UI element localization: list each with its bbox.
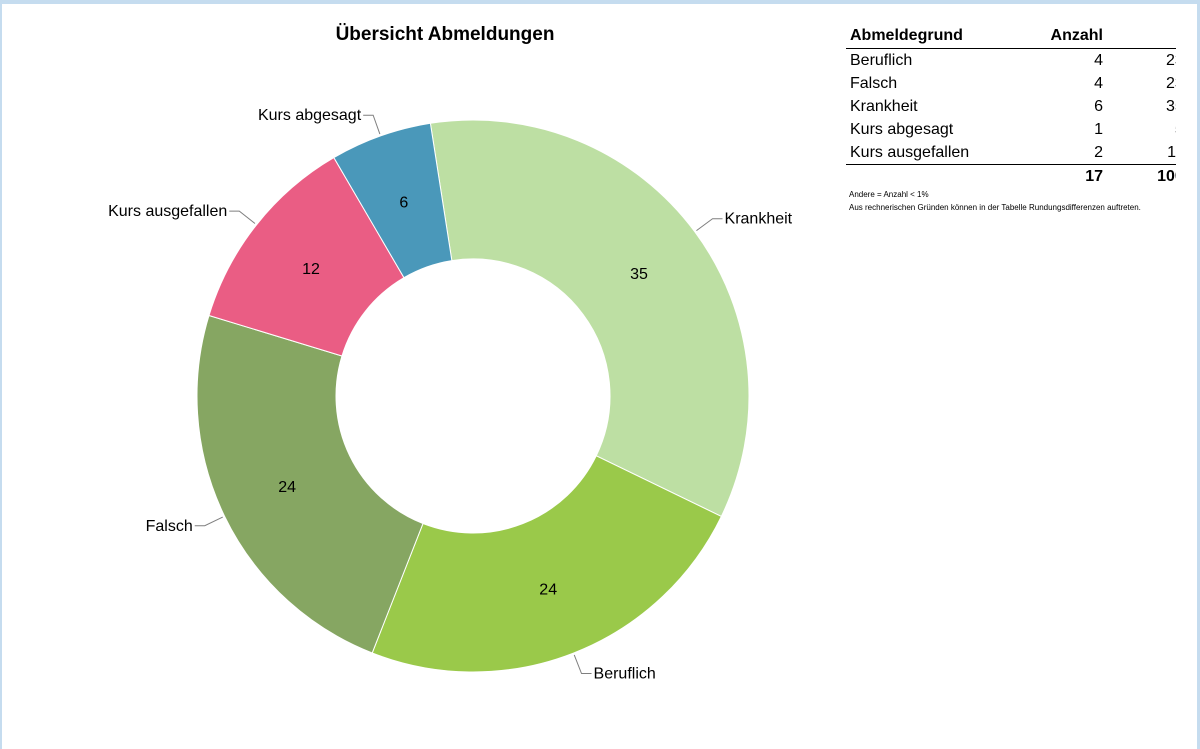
value-label-falsch: 24 <box>278 479 296 496</box>
slice-falsch <box>196 314 424 654</box>
total-percent: 100,00 <box>1107 164 1176 188</box>
row-percent: 23,53 <box>1165 51 1176 69</box>
row-percent: 23,53 <box>1165 74 1176 92</box>
row-count: 4 <box>1094 51 1103 69</box>
table-header-row: Abmeldegrund Anzahl % <box>846 24 1176 49</box>
leader-line-beruflich <box>573 654 592 675</box>
note-other: Andere = Anzahl < 1% <box>849 190 929 199</box>
table-row: Krankheit 6 35,29 <box>846 95 1176 118</box>
slice-krankheit <box>429 119 750 518</box>
chart-title: Übersicht Abmeldungen <box>335 24 555 45</box>
total-count: 17 <box>1039 164 1107 188</box>
value-label-kurs-abgesagt: 6 <box>399 194 408 211</box>
donut-chart: 35 Krankheit 24 Beruflich 24 Falsch 12 Kurs aus… <box>108 107 793 683</box>
row-count: 2 <box>1094 143 1103 161</box>
table-row: Falsch 4 23,53 <box>846 72 1176 95</box>
slice-beruflich <box>371 455 723 673</box>
table-row: Beruflich 4 23,53 <box>846 49 1176 73</box>
row-reason: Beruflich <box>850 51 913 69</box>
category-label-krankheit: Krankheit <box>725 211 793 228</box>
category-label-falsch: Falsch <box>146 518 193 535</box>
category-label-kurs-abgesagt: Kurs abgesagt <box>258 107 362 124</box>
value-label-krankheit: 35 <box>630 266 648 283</box>
row-percent: 11,76 <box>1167 143 1176 161</box>
row-reason: Falsch <box>850 74 898 92</box>
total-label-cell <box>846 164 1039 188</box>
header-count: Anzahl <box>1039 24 1107 49</box>
header-reason: Abmeldegrund <box>846 24 1039 49</box>
row-count: 1 <box>1094 120 1103 138</box>
leader-line-kurs-abgesagt <box>363 114 381 135</box>
category-label-kurs-ausgefallen: Kurs ausgefallen <box>108 203 227 220</box>
value-label-kurs-ausgefallen: 12 <box>302 261 320 278</box>
table-row: Kurs abgesagt 1 5,88 <box>846 118 1176 141</box>
row-reason: Kurs ausgefallen <box>850 143 970 161</box>
leader-line-falsch <box>194 516 223 527</box>
leader-line-krankheit <box>696 218 723 232</box>
table-row: Kurs ausgefallen 2 11,76 <box>846 141 1176 165</box>
row-percent: 5,88 <box>1107 118 1176 141</box>
value-label-beruflich: 24 <box>539 581 557 598</box>
table-total-row: 17 100,00 <box>846 164 1176 188</box>
table-notes: Andere = Anzahl < 1% Aus rechnerischen G… <box>849 188 1141 214</box>
row-percent: 35,29 <box>1165 97 1176 115</box>
header-percent: % <box>1107 24 1176 49</box>
data-table: Abmeldegrund Anzahl % Beruflich 4 23,53 … <box>846 24 1176 188</box>
leader-line-kurs-ausgefallen <box>229 210 256 224</box>
row-count: 6 <box>1094 97 1103 115</box>
row-count: 4 <box>1094 74 1103 92</box>
slice-kurs-abgesagt <box>333 122 453 279</box>
category-label-beruflich: Beruflich <box>594 666 656 683</box>
row-reason: Kurs abgesagt <box>850 120 954 138</box>
note-rounding: Aus rechnerischen Gründen können in der … <box>849 203 1141 212</box>
data-table-container: Abmeldegrund Anzahl % Beruflich 4 23,53 … <box>846 24 1176 188</box>
row-reason: Krankheit <box>850 97 918 115</box>
